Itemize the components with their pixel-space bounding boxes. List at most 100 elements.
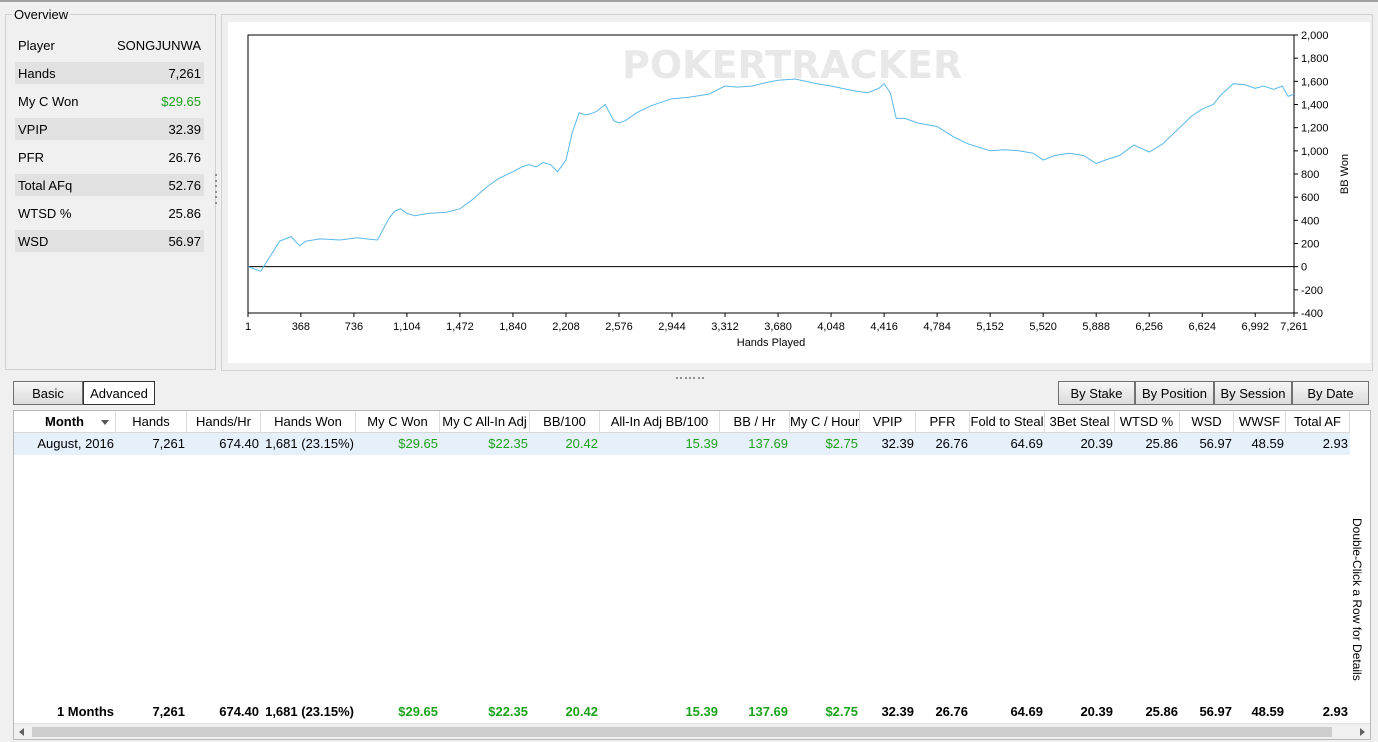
- x-axis: 1 368 736 1,104 1,472 1,840 2,208 2,576 2,944 3,3…: [245, 313, 1308, 333]
- grid-cell: 48.59: [1251, 704, 1284, 719]
- overview-row: My C Won $29.65: [15, 90, 204, 112]
- by-position-button[interactable]: By Position: [1135, 381, 1214, 405]
- column-header[interactable]: My C / Hour: [790, 411, 860, 433]
- grid-cell: $29.65: [398, 704, 438, 719]
- y-tick-label: 1,600: [1301, 76, 1329, 88]
- sort-dropdown-icon[interactable]: [101, 420, 109, 425]
- column-header[interactable]: Total AF: [1286, 411, 1350, 433]
- grid-cell: 20.42: [565, 436, 598, 451]
- overview-row: WSD 56.97: [15, 230, 204, 252]
- grid-cell: 15.39: [685, 436, 718, 451]
- overview-row-value: $29.65: [161, 93, 201, 109]
- by-stake-button[interactable]: By Stake: [1058, 381, 1135, 405]
- grid-cell: 32.39: [881, 436, 914, 451]
- grid-cell: 20.39: [1080, 436, 1113, 451]
- column-header[interactable]: My C All-In Adj: [440, 411, 530, 433]
- column-header[interactable]: BB/100: [530, 411, 600, 433]
- stats-grid: Month Hands Hands/Hr Hands Won My C Won My C …: [13, 410, 1371, 740]
- column-header[interactable]: WWSF: [1234, 411, 1286, 433]
- horizontal-scrollbar[interactable]: [14, 723, 1370, 739]
- scroll-right-arrow-icon[interactable]: [1360, 728, 1365, 736]
- grid-cell: 1,681 (23.15%): [265, 436, 354, 451]
- overview-row: Total AFq 52.76: [15, 174, 204, 196]
- overview-row-value: 26.76: [168, 149, 201, 165]
- y-tick-label: 1,000: [1301, 146, 1329, 158]
- table-row[interactable]: August, 2016 7,261 674.40 1,681 (23.15%) $29…: [14, 433, 1350, 455]
- grid-cell: August, 2016: [37, 436, 114, 451]
- grid-cell: 1 Months: [56, 704, 114, 719]
- column-header[interactable]: Month: [14, 411, 116, 433]
- grid-cell: 7,261: [152, 436, 185, 451]
- totals-row: 1 Months 7,261 674.40 1,681 (23.15%) $29.65 $…: [14, 701, 1350, 723]
- grid-cell: 7,261: [152, 704, 185, 719]
- x-tick-label: 1,104: [393, 321, 421, 333]
- column-header[interactable]: WSD: [1180, 411, 1234, 433]
- grid-cell: 674.40: [219, 436, 259, 451]
- chart-watermark: POKERTRACKER: [622, 43, 962, 87]
- scrollbar-thumb[interactable]: [32, 727, 1332, 737]
- overview-title: Overview: [12, 7, 71, 22]
- column-header[interactable]: Hands/Hr: [187, 411, 261, 433]
- grid-cell: 56.97: [1199, 436, 1232, 451]
- overview-row-label: My C Won: [18, 93, 79, 109]
- overview-row-value: 56.97: [168, 233, 201, 249]
- column-header[interactable]: PFR: [916, 411, 970, 433]
- y-tick-label: 0: [1301, 262, 1307, 274]
- x-tick-label: 7,261: [1280, 321, 1308, 333]
- grid-cell: 25.86: [1145, 704, 1178, 719]
- column-header[interactable]: BB / Hr: [720, 411, 790, 433]
- grid-cell: $22.35: [488, 436, 528, 451]
- overview-row-label: Total AFq: [18, 177, 73, 193]
- grid-cell: 25.86: [1145, 436, 1178, 451]
- overview-row: WTSD % 25.86: [15, 202, 204, 224]
- basic-button[interactable]: Basic: [13, 381, 83, 405]
- window-top-border: [0, 0, 1378, 2]
- y-tick-label: 1,200: [1301, 123, 1329, 135]
- grid-cell: 20.39: [1080, 704, 1113, 719]
- grid-cell: $22.35: [488, 704, 528, 719]
- y-tick-label: 1,400: [1301, 100, 1329, 112]
- grid-cell: 15.39: [685, 704, 718, 719]
- x-tick-label: 4,048: [817, 321, 845, 333]
- advanced-button[interactable]: Advanced: [83, 381, 155, 405]
- grid-cell: 64.69: [1010, 436, 1043, 451]
- y-tick-label: 2,000: [1301, 30, 1329, 42]
- chart-area: POKERTRACKER 2,000 1,800 1,600 1,400 1,200 1,…: [228, 22, 1370, 363]
- overview-row: Hands 7,261: [15, 62, 204, 84]
- grid-cell: 64.69: [1010, 704, 1043, 719]
- column-header[interactable]: My C Won: [356, 411, 440, 433]
- column-header[interactable]: 3Bet Steal: [1045, 411, 1115, 433]
- grid-header: Month Hands Hands/Hr Hands Won My C Won My C …: [14, 411, 1350, 433]
- x-tick-label: 736: [345, 321, 363, 333]
- column-header[interactable]: WTSD %: [1114, 411, 1180, 433]
- grid-cell: 26.76: [935, 436, 968, 451]
- column-header[interactable]: Fold to Steal: [970, 411, 1045, 433]
- column-header[interactable]: VPIP: [860, 411, 916, 433]
- overview-row-label: Hands: [18, 65, 56, 81]
- y-tick-label: 200: [1301, 239, 1319, 251]
- by-session-button[interactable]: By Session: [1214, 381, 1292, 405]
- grid-cell: $2.75: [825, 704, 858, 719]
- horizontal-splitter-handle[interactable]: [676, 377, 704, 379]
- grid-cell: 137.69: [748, 436, 788, 451]
- overview-row-label: WSD: [18, 233, 49, 249]
- overview-row-label: WTSD %: [18, 205, 72, 221]
- column-header[interactable]: Hands Won: [261, 411, 356, 433]
- x-tick-label: 5,152: [976, 321, 1004, 333]
- by-date-button[interactable]: By Date: [1292, 381, 1369, 405]
- x-tick-label: 6,992: [1241, 321, 1269, 333]
- x-tick-label: 2,208: [552, 321, 580, 333]
- x-tick-label: 2,576: [605, 321, 633, 333]
- scroll-left-arrow-icon[interactable]: [19, 728, 24, 736]
- bb-won-line-chart: POKERTRACKER 2,000 1,800 1,600 1,400 1,200 1,…: [245, 30, 1351, 349]
- column-header[interactable]: Hands: [116, 411, 187, 433]
- x-tick-label: 6,624: [1188, 321, 1216, 333]
- vertical-splitter-handle[interactable]: [214, 174, 218, 204]
- y-tick-label: -200: [1301, 285, 1323, 297]
- overview-row: VPIP 32.39: [15, 118, 204, 140]
- overview-row-value: 25.86: [168, 205, 201, 221]
- grid-cell: $2.75: [825, 436, 858, 451]
- x-tick-label: 368: [292, 321, 310, 333]
- x-tick-label: 3,680: [764, 321, 792, 333]
- column-header[interactable]: All-In Adj BB/100: [600, 411, 720, 433]
